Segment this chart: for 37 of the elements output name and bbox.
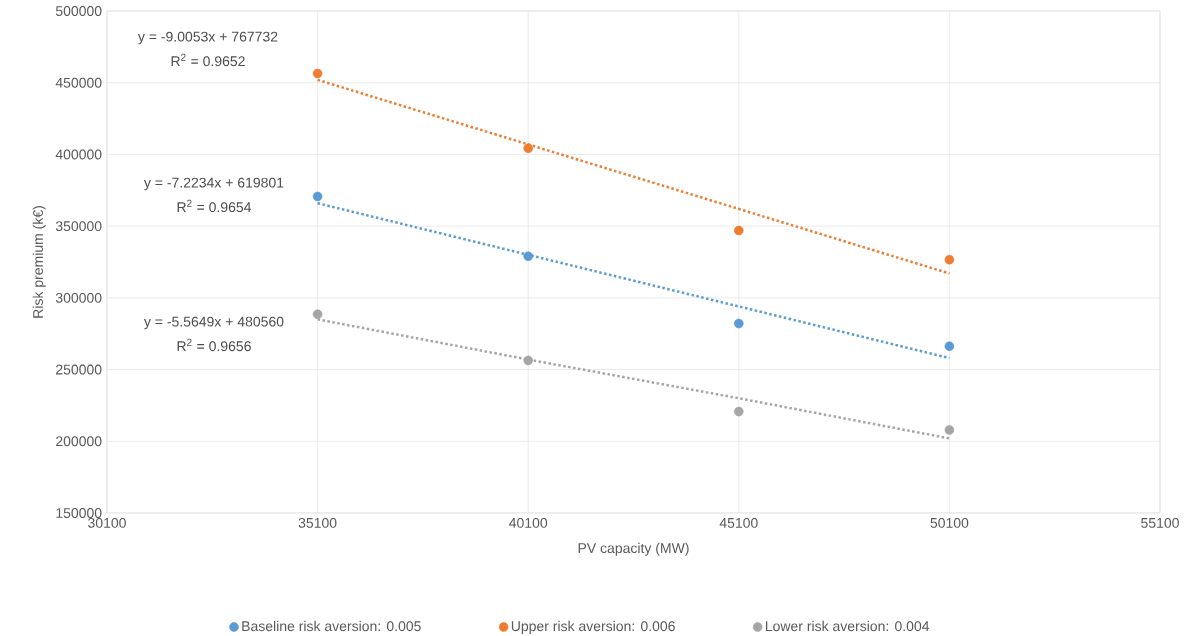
point xyxy=(312,68,323,79)
y-tick-label: 250000 xyxy=(56,364,102,375)
point xyxy=(944,425,955,435)
legend-label: Upper risk aversion: 0.006 xyxy=(511,620,675,634)
point xyxy=(523,251,533,262)
x-tick-label: 30100 xyxy=(88,517,126,528)
x-tick-label: 35100 xyxy=(298,517,337,528)
x-tick-label: 45100 xyxy=(719,517,758,528)
annotation: R$^{2}$ = 0.9654 xyxy=(177,199,252,213)
point xyxy=(523,355,533,366)
y-tick-label: 450000 xyxy=(55,77,102,88)
point xyxy=(312,191,323,202)
legend-label: Lower risk aversion: 0.004 xyxy=(765,620,930,632)
x-tick-label: 40100 xyxy=(509,517,548,528)
annotation: y = -5.5649x + 480560 xyxy=(143,316,284,330)
point xyxy=(944,254,955,265)
x-tick-label: 55100 xyxy=(1141,517,1179,528)
annotation: y = -7.2234x + 619801 xyxy=(143,177,284,191)
y-tick-label: 300000 xyxy=(55,292,102,303)
point xyxy=(734,406,744,417)
y-tick-label: 150000 xyxy=(56,508,102,518)
x-tick-label: 50100 xyxy=(930,517,969,528)
annotation: y = -9.0053x + 767732 xyxy=(137,31,278,45)
point xyxy=(734,318,744,329)
annotation: R$^{2}$ = 0.9652 xyxy=(171,53,245,67)
y-tick-label: 350000 xyxy=(55,221,102,232)
y-tick-label: 200000 xyxy=(56,436,102,447)
point xyxy=(734,225,744,236)
x-axis-title: PV capacity (MW) xyxy=(578,542,689,556)
y-axis-title: Risk premium (k€) xyxy=(32,206,46,318)
point xyxy=(523,143,533,154)
point xyxy=(944,341,955,351)
annotation: R$^{2}$ = 0.9656 xyxy=(177,338,251,352)
y-tick-label: 500000 xyxy=(55,6,102,16)
legend-label: Baseline risk aversion: 0.005 xyxy=(242,620,421,632)
y-tick-label: 400000 xyxy=(55,149,102,160)
point xyxy=(312,309,323,319)
